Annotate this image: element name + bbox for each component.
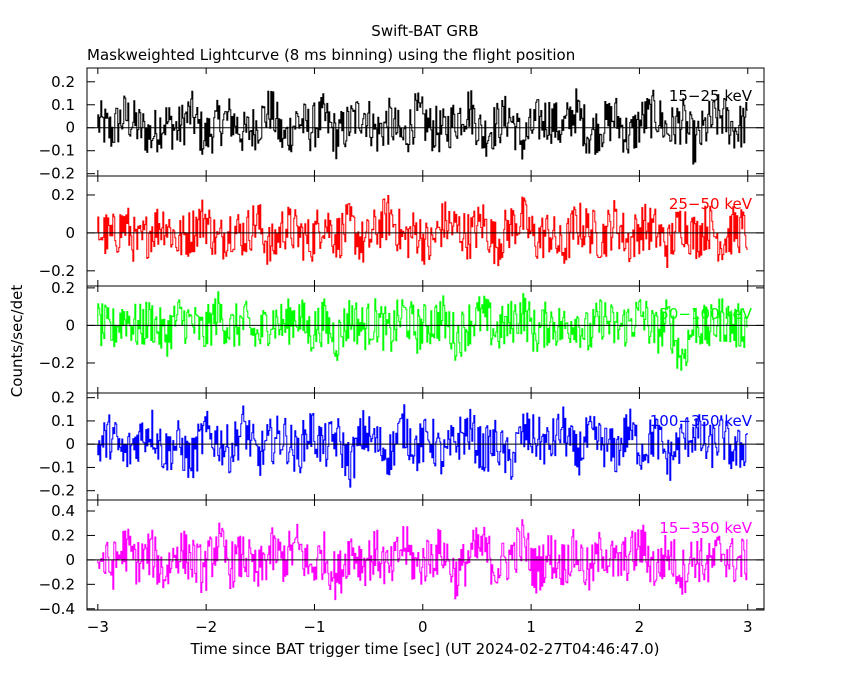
panel-100-350-kev: −0.2 −0.1 0 0.1 0.2 100−350 keV: [39, 389, 765, 501]
y-tick-label: −0.2: [39, 262, 75, 280]
panel-frame: [86, 499, 765, 611]
y-tick-label: −0.2: [39, 165, 75, 183]
band-label-25-50-kev: 25−50 keV: [669, 195, 753, 213]
y-tick-label: 0.2: [51, 73, 75, 91]
x-tick-label: −1: [303, 618, 325, 636]
x-axis-label: Time since BAT trigger time [sec] (UT 20…: [190, 640, 660, 658]
y-axis-label: Counts/sec/det: [8, 285, 26, 398]
y-tick-label: 0: [65, 316, 75, 334]
x-tick-label: 1: [526, 618, 536, 636]
x-tick-label: 0: [418, 618, 428, 636]
y-tick-label: 0.1: [51, 96, 75, 114]
series-line-15-350-kev: [97, 519, 748, 601]
band-label-100-350-kev: 100−350 keV: [650, 412, 753, 430]
series-line-15-25-kev: [97, 88, 748, 165]
y-tick-label: 0.2: [51, 279, 75, 297]
y-tick-label: 0.2: [51, 526, 75, 544]
chart-title: Swift-BAT GRB: [371, 22, 478, 40]
y-tick-label: 0: [65, 119, 75, 137]
panel-15-350-kev: −0.4 −0.2 0 0.2 0.4 15−350 keV: [39, 499, 765, 618]
x-tick-label: −3: [87, 618, 109, 636]
y-tick-label: 0: [65, 551, 75, 569]
x-tick-label: 3: [743, 618, 753, 636]
x-tick-label: 2: [635, 618, 645, 636]
band-label-15-350-kev: 15−350 keV: [659, 519, 752, 537]
y-tick-label: −0.2: [39, 575, 75, 593]
panel-25-50-kev: −0.2 0 0.2 25−50 keV: [39, 175, 765, 287]
x-tick-label: −2: [195, 618, 217, 636]
y-tick-label: −0.4: [39, 600, 75, 618]
y-tick-label: 0: [65, 435, 75, 453]
y-tick-label: −0.2: [39, 482, 75, 500]
series-line-25-50-kev: [97, 195, 748, 268]
y-tick-label: −0.1: [39, 458, 75, 476]
band-label-15-25-kev: 15−25 keV: [669, 87, 753, 105]
y-tick-label: −0.2: [39, 354, 75, 372]
panels-group: −0.2 −0.1 0 0.1 0.2 15−25 keV −0.2 0 0.2 25−50 ke…: [39, 67, 765, 636]
panel-15-25-kev: −0.2 −0.1 0 0.1 0.2 15−25 keV: [39, 67, 765, 183]
y-tick-label: 0.2: [51, 389, 75, 407]
y-tick-label: 0: [65, 224, 75, 242]
series-line-100-350-kev: [97, 404, 748, 488]
chart-subtitle: Maskweighted Lightcurve (8 ms binning) u…: [87, 46, 575, 64]
panel-50-100-kev: −0.2 0 0.2 50−100 keV: [39, 279, 765, 394]
y-tick-label: −0.1: [39, 142, 75, 160]
y-tick-label: 0.4: [51, 502, 75, 520]
y-tick-label: 0.2: [51, 186, 75, 204]
band-label-50-100-kev: 50−100 keV: [659, 305, 752, 323]
series-line-50-100-kev: [97, 291, 748, 371]
y-tick-label: 0.1: [51, 412, 75, 430]
